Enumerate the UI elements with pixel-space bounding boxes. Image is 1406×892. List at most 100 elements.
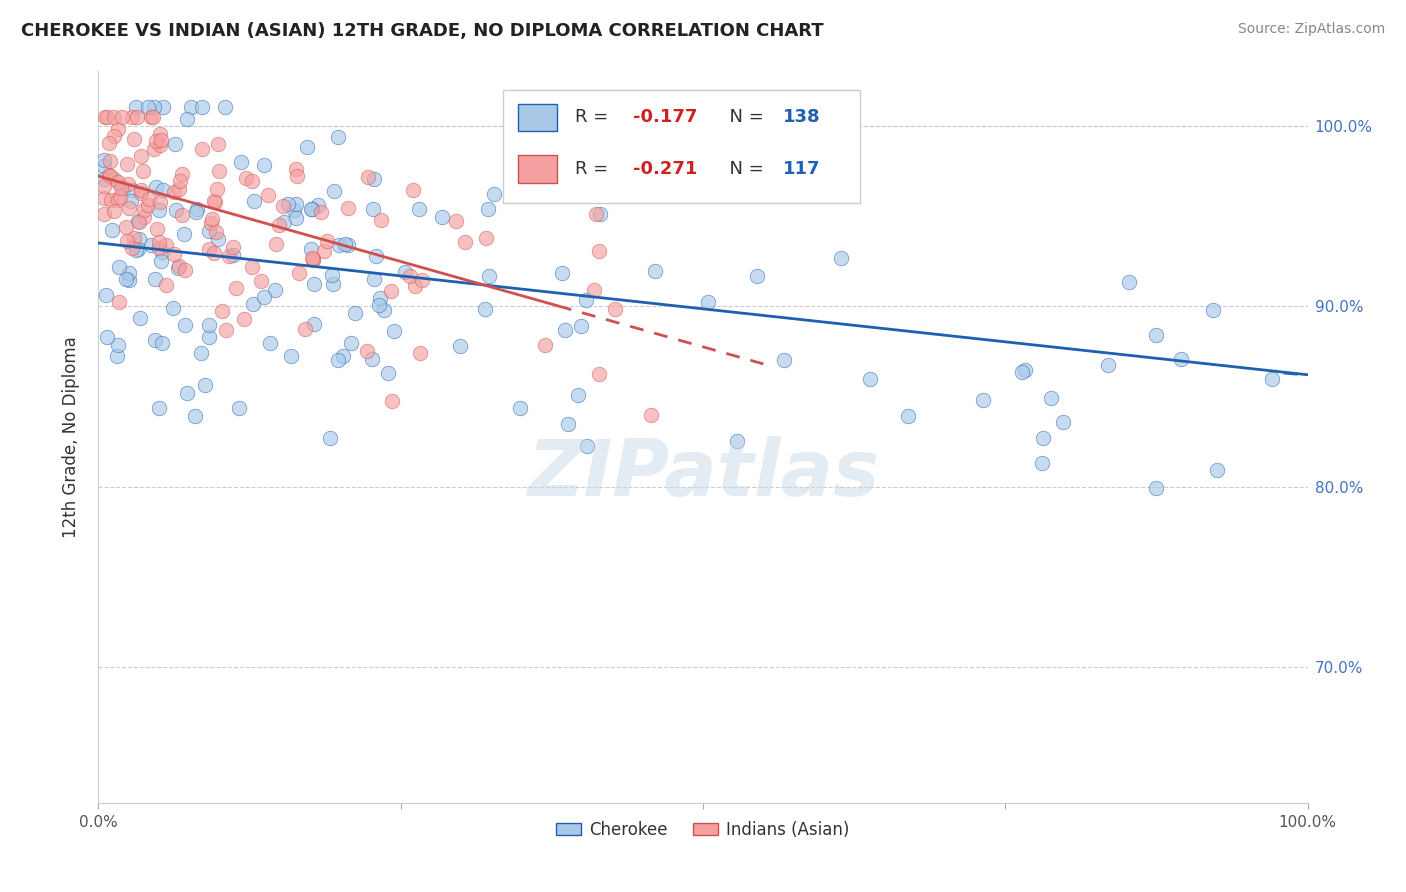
Cherokee bbox=[228, 401, 250, 416]
Cherokee bbox=[107, 260, 129, 274]
Indians (Asian) bbox=[93, 179, 115, 194]
Cherokee bbox=[127, 242, 149, 256]
Cherokee bbox=[242, 296, 264, 310]
Indians (Asian) bbox=[588, 244, 610, 258]
Indians (Asian) bbox=[285, 169, 308, 183]
Cherokee bbox=[307, 198, 329, 212]
Cherokee bbox=[100, 222, 122, 236]
Cherokee bbox=[295, 139, 318, 153]
Indians (Asian) bbox=[98, 168, 121, 182]
Indians (Asian) bbox=[155, 237, 177, 252]
Indians (Asian) bbox=[207, 136, 229, 151]
Cherokee bbox=[93, 153, 115, 167]
Indians (Asian) bbox=[588, 367, 610, 381]
Indians (Asian) bbox=[235, 171, 257, 186]
Cherokee bbox=[299, 243, 322, 257]
Indians (Asian) bbox=[356, 343, 378, 358]
Cherokee bbox=[107, 338, 129, 352]
Cherokee bbox=[1206, 463, 1229, 477]
Indians (Asian) bbox=[380, 284, 402, 298]
Cherokee bbox=[194, 378, 217, 392]
Cherokee bbox=[173, 227, 195, 242]
Indians (Asian) bbox=[640, 408, 662, 422]
Cherokee bbox=[150, 336, 173, 351]
Y-axis label: 12th Grade, No Diploma: 12th Grade, No Diploma bbox=[62, 336, 80, 538]
Cherokee bbox=[343, 305, 366, 319]
Indians (Asian) bbox=[141, 110, 163, 124]
Indians (Asian) bbox=[583, 283, 606, 297]
Cherokee bbox=[125, 243, 148, 257]
Indians (Asian) bbox=[129, 186, 152, 200]
Cherokee bbox=[118, 272, 141, 286]
Cherokee bbox=[368, 298, 391, 312]
Cherokee bbox=[364, 250, 387, 264]
Cherokee bbox=[337, 238, 360, 252]
Indians (Asian) bbox=[132, 163, 155, 178]
Cherokee bbox=[259, 335, 281, 350]
Cherokee bbox=[725, 434, 748, 448]
Indians (Asian) bbox=[155, 277, 177, 292]
Indians (Asian) bbox=[100, 193, 122, 207]
Text: R =: R = bbox=[575, 109, 614, 127]
Indians (Asian) bbox=[411, 272, 433, 286]
Cherokee bbox=[747, 268, 769, 283]
Cherokee bbox=[207, 232, 229, 246]
Indians (Asian) bbox=[138, 192, 160, 206]
FancyBboxPatch shape bbox=[517, 103, 557, 131]
Cherokee bbox=[477, 202, 499, 217]
Cherokee bbox=[1031, 456, 1053, 470]
Text: N =: N = bbox=[718, 109, 769, 127]
Cherokee bbox=[478, 269, 501, 284]
Cherokee bbox=[370, 291, 392, 305]
Cherokee bbox=[1097, 358, 1119, 372]
Cherokee bbox=[567, 388, 589, 402]
Indians (Asian) bbox=[115, 219, 138, 234]
Indians (Asian) bbox=[163, 185, 186, 199]
Indians (Asian) bbox=[204, 194, 226, 209]
Cherokee bbox=[129, 310, 152, 325]
Cherokee bbox=[299, 202, 322, 216]
Cherokee bbox=[569, 318, 592, 333]
Cherokee bbox=[120, 194, 142, 208]
Cherokee bbox=[335, 237, 357, 252]
Indians (Asian) bbox=[129, 149, 152, 163]
Cherokee bbox=[176, 386, 198, 401]
Indians (Asian) bbox=[311, 205, 333, 219]
Indians (Asian) bbox=[205, 225, 228, 239]
Cherokee bbox=[321, 268, 343, 282]
Cherokee bbox=[163, 137, 186, 152]
Cherokee bbox=[644, 264, 666, 278]
Text: 138: 138 bbox=[783, 109, 821, 127]
Cherokee bbox=[509, 401, 531, 415]
Cherokee bbox=[118, 266, 141, 280]
Indians (Asian) bbox=[301, 252, 323, 267]
Cherokee bbox=[186, 202, 208, 216]
Indians (Asian) bbox=[603, 301, 626, 316]
Indians (Asian) bbox=[225, 280, 247, 294]
Cherokee bbox=[328, 352, 350, 367]
Cherokee bbox=[301, 202, 323, 217]
Indians (Asian) bbox=[103, 128, 125, 143]
Indians (Asian) bbox=[107, 194, 129, 208]
Cherokee bbox=[363, 172, 385, 186]
Cherokee bbox=[222, 247, 245, 261]
Indians (Asian) bbox=[357, 169, 380, 184]
Indians (Asian) bbox=[205, 182, 228, 196]
Cherokee bbox=[190, 100, 212, 114]
Cherokee bbox=[285, 211, 308, 226]
Cherokee bbox=[136, 100, 159, 114]
Indians (Asian) bbox=[337, 202, 360, 216]
Indians (Asian) bbox=[167, 182, 190, 196]
Cherokee bbox=[280, 349, 302, 363]
Indians (Asian) bbox=[118, 201, 141, 215]
Cherokee bbox=[554, 323, 576, 337]
Indians (Asian) bbox=[208, 164, 231, 178]
Cherokee bbox=[197, 318, 219, 333]
Indians (Asian) bbox=[218, 249, 240, 263]
Cherokee bbox=[150, 245, 173, 260]
Cherokee bbox=[326, 130, 349, 145]
Cherokee bbox=[277, 197, 299, 211]
Cherokee bbox=[105, 349, 128, 363]
Cherokee bbox=[322, 277, 344, 291]
Indians (Asian) bbox=[149, 138, 172, 153]
